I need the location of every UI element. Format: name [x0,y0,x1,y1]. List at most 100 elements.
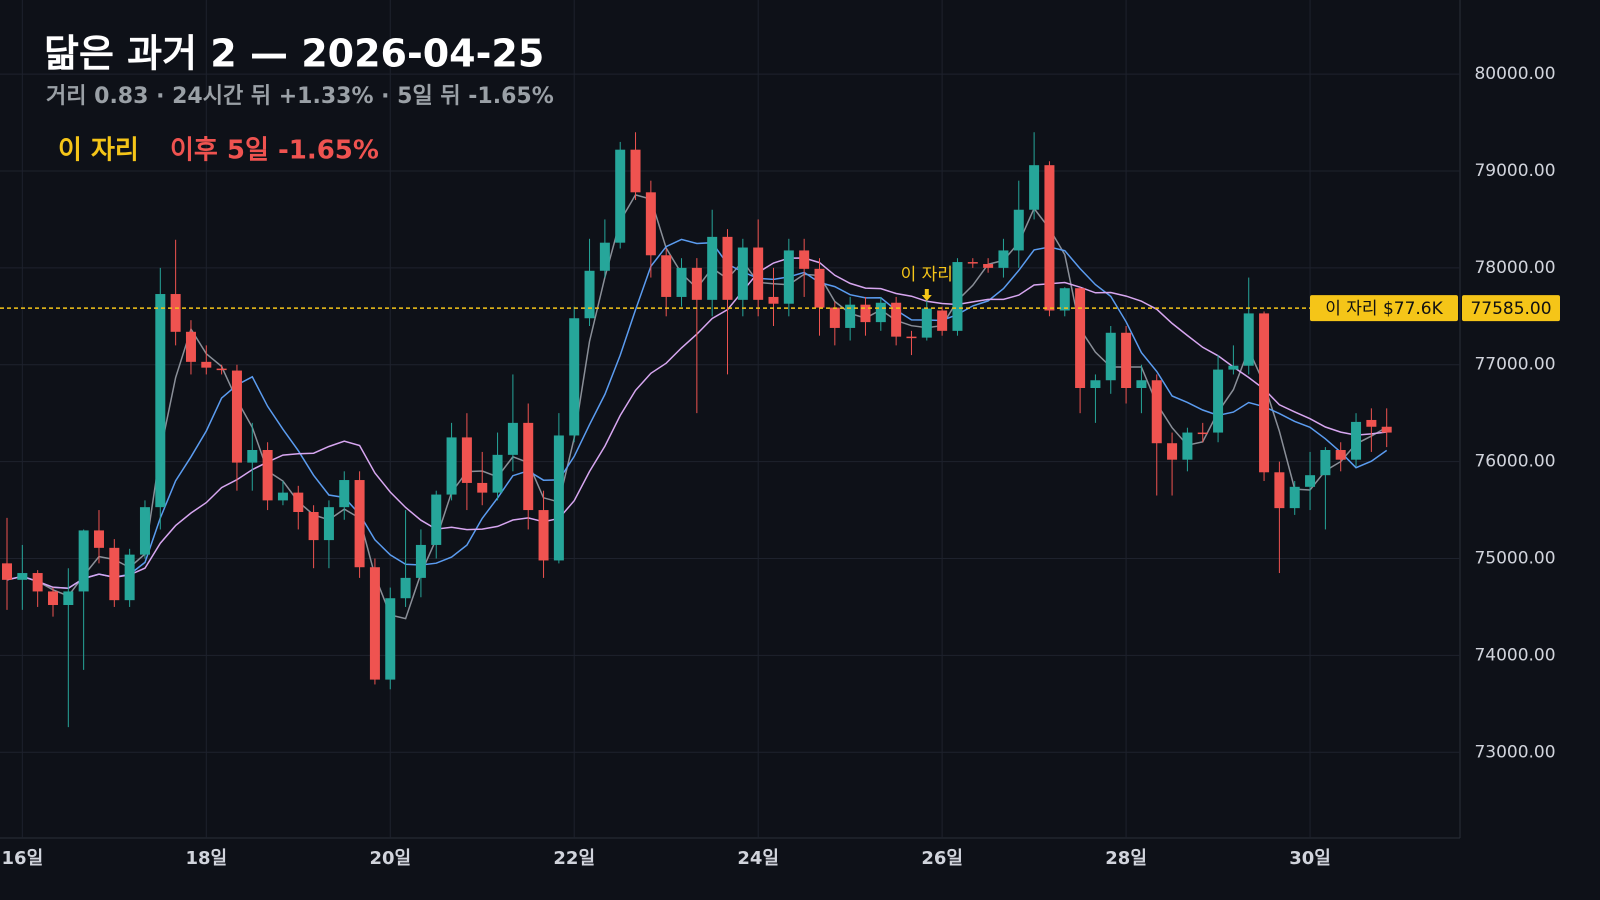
candle-body [645,192,656,256]
candle-body [1136,380,1147,388]
candle-body [1059,288,1070,311]
price-tag: 77585.00 [1470,299,1551,319]
candle-body [415,544,426,578]
candle-body [860,304,871,323]
candle-body [829,307,840,328]
x-tick-label: 22일 [553,848,595,869]
candle-body [507,422,518,455]
candle-body [1197,432,1208,435]
candle-body [277,492,288,501]
candle-body [1351,421,1362,460]
candle-body [615,149,626,243]
candle-body [1029,165,1040,210]
candle-body [1381,426,1392,433]
candle-body [1121,332,1132,388]
candle-body [1366,419,1377,427]
chart-subtitle: 거리 0.83 · 24시간 뒤 +1.33% · 5일 뒤 -1.65% [46,84,554,109]
candle-body [891,302,902,337]
candle-body [308,512,319,541]
chart-title: 닮은 과거 2 — 2026-04-25 [44,32,544,76]
candle-body [461,437,472,483]
candle-body [93,530,104,548]
candle-body [538,510,549,561]
candle-body [921,308,932,338]
candle-body [492,454,503,493]
candle-body [32,573,43,592]
candle-body [845,304,856,328]
candle-body [722,236,733,300]
legend-entry: 이 자리 [58,136,139,166]
candle-body [339,480,350,508]
y-tick-label: 77000.00 [1474,355,1555,375]
candle-body [400,577,411,599]
candle-body [875,302,886,323]
candle-body [446,437,457,495]
candle-body [814,268,825,308]
candle-body [707,236,718,300]
candle-body [369,567,380,680]
candle-body [906,336,917,339]
y-tick-label: 73000.00 [1474,742,1555,762]
y-tick-label: 74000.00 [1474,645,1555,665]
candle-body [247,450,258,463]
annotation: 이 자리 [901,265,953,285]
overlay: 이 자리 $77.6K 77585.00 이 자리 [0,265,1560,322]
candle-body [1259,313,1270,473]
candle-body [584,270,595,319]
candle-body [1305,475,1316,487]
x-tick-label: 24일 [737,848,779,869]
candle-body [293,492,304,513]
marker-tag: 이 자리 $77.6K [1325,299,1443,319]
candle-body [753,247,764,300]
candle-body [262,450,273,501]
x-tick-label: 26일 [921,848,963,869]
legend-entry: 이후 5일 -1.65% [170,136,379,166]
candle-body [47,591,58,606]
candle-body [983,263,994,268]
candle-body [553,435,564,561]
candle-body [661,255,672,297]
candle-body [1151,380,1162,444]
candle-body [737,247,748,300]
candle-body [1228,365,1239,370]
candle-body [937,310,948,331]
candle-body [998,250,1009,268]
candle-body [2,563,12,580]
x-tick-label: 16일 [2,848,44,869]
candle-body [1090,380,1101,388]
x-tick-label: 20일 [369,848,411,869]
y-tick-label: 79000.00 [1474,161,1555,181]
candle-body [952,262,963,331]
candle-body [523,422,534,511]
x-tick-label: 28일 [1105,848,1147,869]
candle-body [216,368,227,371]
candle-body [1105,332,1116,381]
candle-body [139,507,150,555]
candle-body [323,507,334,541]
candle-body [1044,165,1055,311]
annotation-arrow [921,289,932,301]
candle-body [1075,288,1086,388]
x-tick-label: 30일 [1289,848,1331,869]
candle-body [155,294,166,508]
candle-body [676,267,687,297]
candle-body [799,250,810,269]
y-tick-label: 76000.00 [1474,452,1555,472]
candle-body [783,250,794,304]
candle-body [1167,443,1178,460]
candle-body [124,554,135,601]
price-tag-box [1462,295,1560,322]
candle-body [385,598,396,680]
candle-body [477,482,488,493]
candle-body [17,573,28,580]
candle-body [1335,450,1346,460]
candle-body [354,480,365,568]
y-tick-label: 80000.00 [1474,64,1555,84]
candle-body [231,370,242,463]
grid [0,0,1460,838]
y-tick-label: 78000.00 [1474,258,1555,278]
candle-body [630,149,641,193]
candle-body [1213,369,1224,433]
